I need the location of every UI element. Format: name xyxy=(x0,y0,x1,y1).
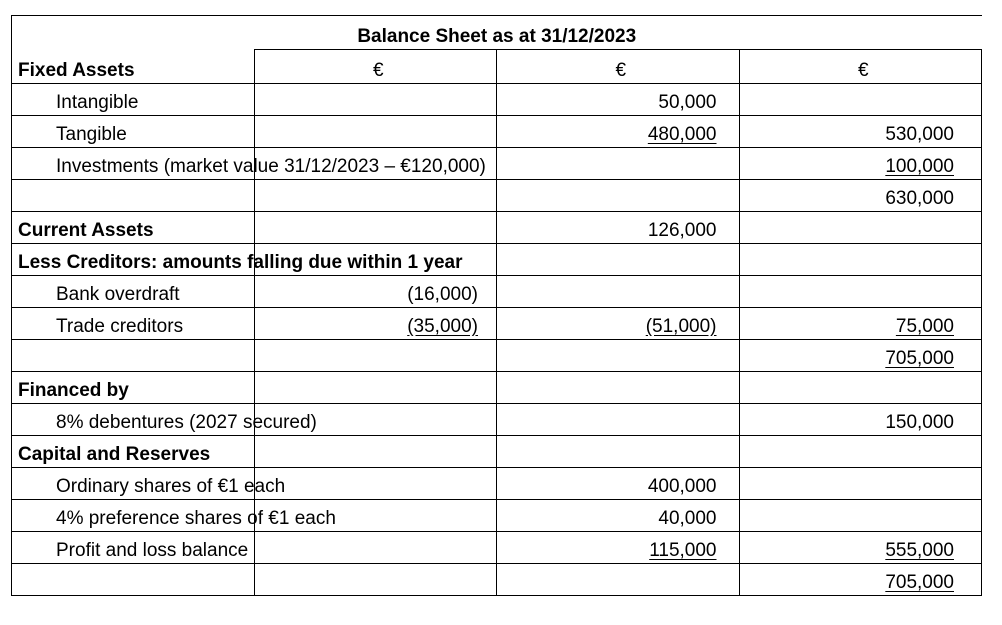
row-label: 8% debentures (2027 secured) xyxy=(11,403,317,436)
table-row: Investments (market value 31/12/2023 – €… xyxy=(11,147,982,180)
cell-col2 xyxy=(496,179,740,212)
table-row: 4% preference shares of €1 each 40,000 xyxy=(11,499,982,532)
cell-col1: (35,000) xyxy=(253,307,497,340)
table-row: Capital and Reserves xyxy=(11,435,982,468)
cell-col2 xyxy=(496,339,740,372)
cell-col2 xyxy=(496,275,740,308)
cell-col3: 530,000 xyxy=(738,115,982,148)
table-row: Bank overdraft (16,000) xyxy=(11,275,982,308)
underlined-value: 480,000 xyxy=(647,124,717,145)
cell-col3: 555,000 xyxy=(738,531,982,564)
underlined-value: 705,000 xyxy=(885,572,954,593)
row-label: Tangible xyxy=(11,115,255,148)
cell-col3 xyxy=(738,435,982,468)
table-row: Financed by xyxy=(11,371,982,404)
underlined-value: 705,000 xyxy=(885,348,954,369)
balance-sheet-title: Balance Sheet as at 31/12/2023 xyxy=(11,15,982,50)
cell-col3: 705,000 xyxy=(738,563,982,596)
cell-col2 xyxy=(496,371,740,404)
table-row: Tangible 480,000 530,000 xyxy=(11,115,982,148)
cell-col3 xyxy=(738,275,982,308)
row-label: Bank overdraft xyxy=(11,275,255,308)
currency-row: Fixed Assets € € € xyxy=(11,49,982,84)
row-label xyxy=(11,563,255,596)
cell-col3 xyxy=(738,243,982,276)
cell-col3 xyxy=(738,83,982,116)
row-label: Fixed Assets xyxy=(11,49,255,84)
cell-col3 xyxy=(738,211,982,244)
title-row: Balance Sheet as at 31/12/2023 xyxy=(11,15,982,50)
table-row: Trade creditors (35,000) (51,000) 75,000 xyxy=(11,307,982,340)
underlined-value: 555,000 xyxy=(885,540,954,561)
cell-col1: (16,000) xyxy=(253,275,497,308)
row-label: Current Assets xyxy=(11,211,255,244)
cell-col1 xyxy=(253,371,497,404)
row-label: Profit and loss balance xyxy=(11,531,255,564)
table-row: Less Creditors: amounts falling due with… xyxy=(11,243,982,276)
table-row: 705,000 xyxy=(11,563,982,596)
table-row: Intangible 50,000 xyxy=(11,83,982,116)
cell-col1 xyxy=(253,403,497,436)
cell-col2: 40,000 xyxy=(496,499,740,532)
row-label xyxy=(11,179,255,212)
cell-col1 xyxy=(253,115,497,148)
cell-col1 xyxy=(253,179,497,212)
cell-col2: 50,000 xyxy=(496,83,740,116)
underlined-value: 100,000 xyxy=(885,156,954,177)
row-label: Capital and Reserves xyxy=(11,435,255,468)
cell-col1 xyxy=(253,83,497,116)
table-row: 630,000 xyxy=(11,179,982,212)
table-row: Profit and loss balance 115,000 555,000 xyxy=(11,531,982,564)
underlined-value: (35,000) xyxy=(407,316,478,337)
row-label: Intangible xyxy=(11,83,255,116)
cell-col2 xyxy=(496,563,740,596)
cell-col2: 126,000 xyxy=(496,211,740,244)
cell-col2 xyxy=(496,403,740,436)
cell-col1 xyxy=(253,339,497,372)
table-row: 8% debentures (2027 secured) 150,000 xyxy=(11,403,982,436)
balance-sheet-table: Balance Sheet as at 31/12/2023 Fixed Ass… xyxy=(11,15,982,596)
cell-col2 xyxy=(496,147,740,180)
cell-col3 xyxy=(738,371,982,404)
cell-col2 xyxy=(496,243,740,276)
cell-col2: 400,000 xyxy=(496,467,740,500)
cell-col3 xyxy=(738,499,982,532)
cell-col3: 150,000 xyxy=(738,403,982,436)
table-row: 705,000 xyxy=(11,339,982,372)
row-label: Investments (market value 31/12/2023 – €… xyxy=(11,147,486,180)
table-row: Current Assets 126,000 xyxy=(11,211,982,244)
row-label: Ordinary shares of €1 each xyxy=(11,467,285,500)
cell-col2: 480,000 xyxy=(496,115,740,148)
cell-col1 xyxy=(253,211,497,244)
row-label xyxy=(11,339,255,372)
cell-col3: 100,000 xyxy=(738,147,982,180)
cell-col3 xyxy=(738,467,982,500)
row-label: Trade creditors xyxy=(11,307,255,340)
cell-col2: (51,000) xyxy=(496,307,740,340)
underlined-value: (51,000) xyxy=(645,316,717,337)
cell-col2: 115,000 xyxy=(496,531,740,564)
cell-col2 xyxy=(496,435,740,468)
underlined-value: 75,000 xyxy=(895,316,954,337)
table-row: Ordinary shares of €1 each 400,000 xyxy=(11,467,982,500)
cell-col1 xyxy=(253,563,497,596)
row-label: Financed by xyxy=(11,371,255,404)
cell-col3: 630,000 xyxy=(738,179,982,212)
cell-col3: 705,000 xyxy=(738,339,982,372)
cell-col1 xyxy=(253,467,497,500)
currency-header-1: € xyxy=(253,49,497,84)
currency-header-3: € xyxy=(738,49,982,84)
currency-header-2: € xyxy=(496,49,740,84)
underlined-value: 115,000 xyxy=(649,540,717,561)
cell-col1 xyxy=(253,435,497,468)
row-label: Less Creditors: amounts falling due with… xyxy=(11,243,462,276)
cell-col3: 75,000 xyxy=(738,307,982,340)
row-label: 4% preference shares of €1 each xyxy=(11,499,336,532)
cell-col1 xyxy=(253,531,497,564)
